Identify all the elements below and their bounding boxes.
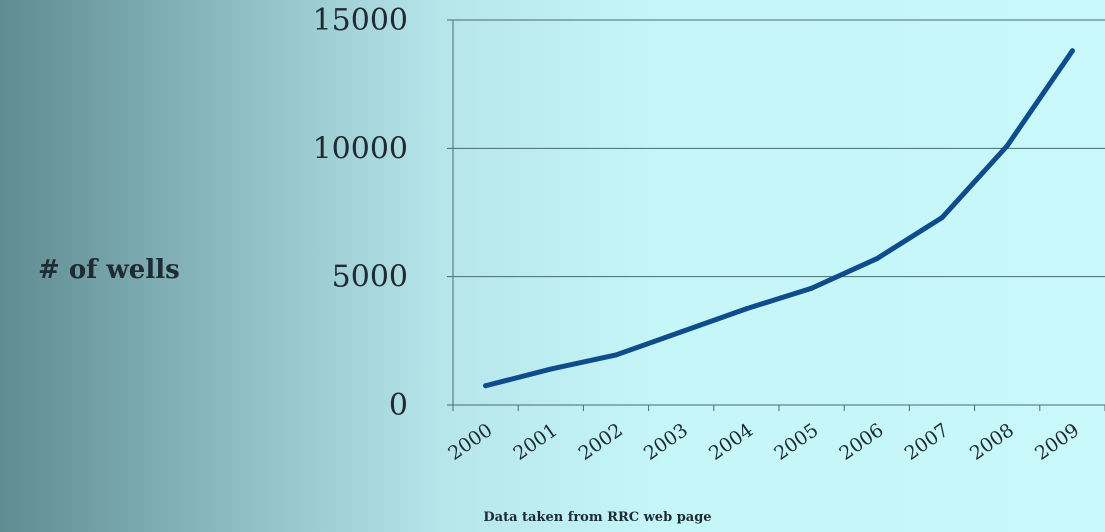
series-line-0	[483, 48, 1075, 389]
data-point-2008	[1004, 143, 1010, 149]
x-tick-label-2001: 2001	[509, 419, 561, 465]
data-point-2005	[809, 285, 815, 291]
y-tick-label-5000: 5000	[332, 260, 408, 295]
x-tick-label-2004: 2004	[705, 419, 757, 465]
x-tick-label-2005: 2005	[770, 419, 822, 465]
x-tick-label-2006: 2006	[835, 419, 887, 465]
data-point-2006	[874, 256, 880, 262]
data-point-2007	[939, 215, 945, 221]
y-tick-label-15000: 15000	[313, 3, 408, 38]
x-tick-label-2003: 2003	[640, 419, 692, 465]
x-tick-label-2007: 2007	[901, 419, 953, 465]
y-axis-label: # of wells	[38, 255, 180, 285]
data-point-2000	[483, 383, 489, 389]
x-tick-label-2002: 2002	[575, 419, 627, 465]
series-group	[483, 48, 1075, 389]
data-point-2001	[548, 366, 554, 372]
axes	[452, 20, 1105, 411]
gridlines	[447, 19, 1105, 406]
tick-labels: 0 5000 10000 15000 2000 2001 2002 2003 2004 2005 2…	[313, 3, 1084, 465]
data-point-2004	[743, 306, 749, 312]
data-point-2009	[1069, 48, 1075, 54]
source-caption: Data taken from RRC web page	[483, 510, 712, 525]
x-tick-label-2000: 2000	[444, 419, 496, 465]
x-tick-label-2008: 2008	[966, 419, 1018, 465]
data-point-2002	[613, 352, 619, 358]
x-tick-label-2009: 2009	[1031, 419, 1083, 465]
y-tick-label-10000: 10000	[313, 131, 408, 166]
y-tick-label-0: 0	[389, 388, 408, 423]
data-point-2003	[678, 329, 684, 335]
